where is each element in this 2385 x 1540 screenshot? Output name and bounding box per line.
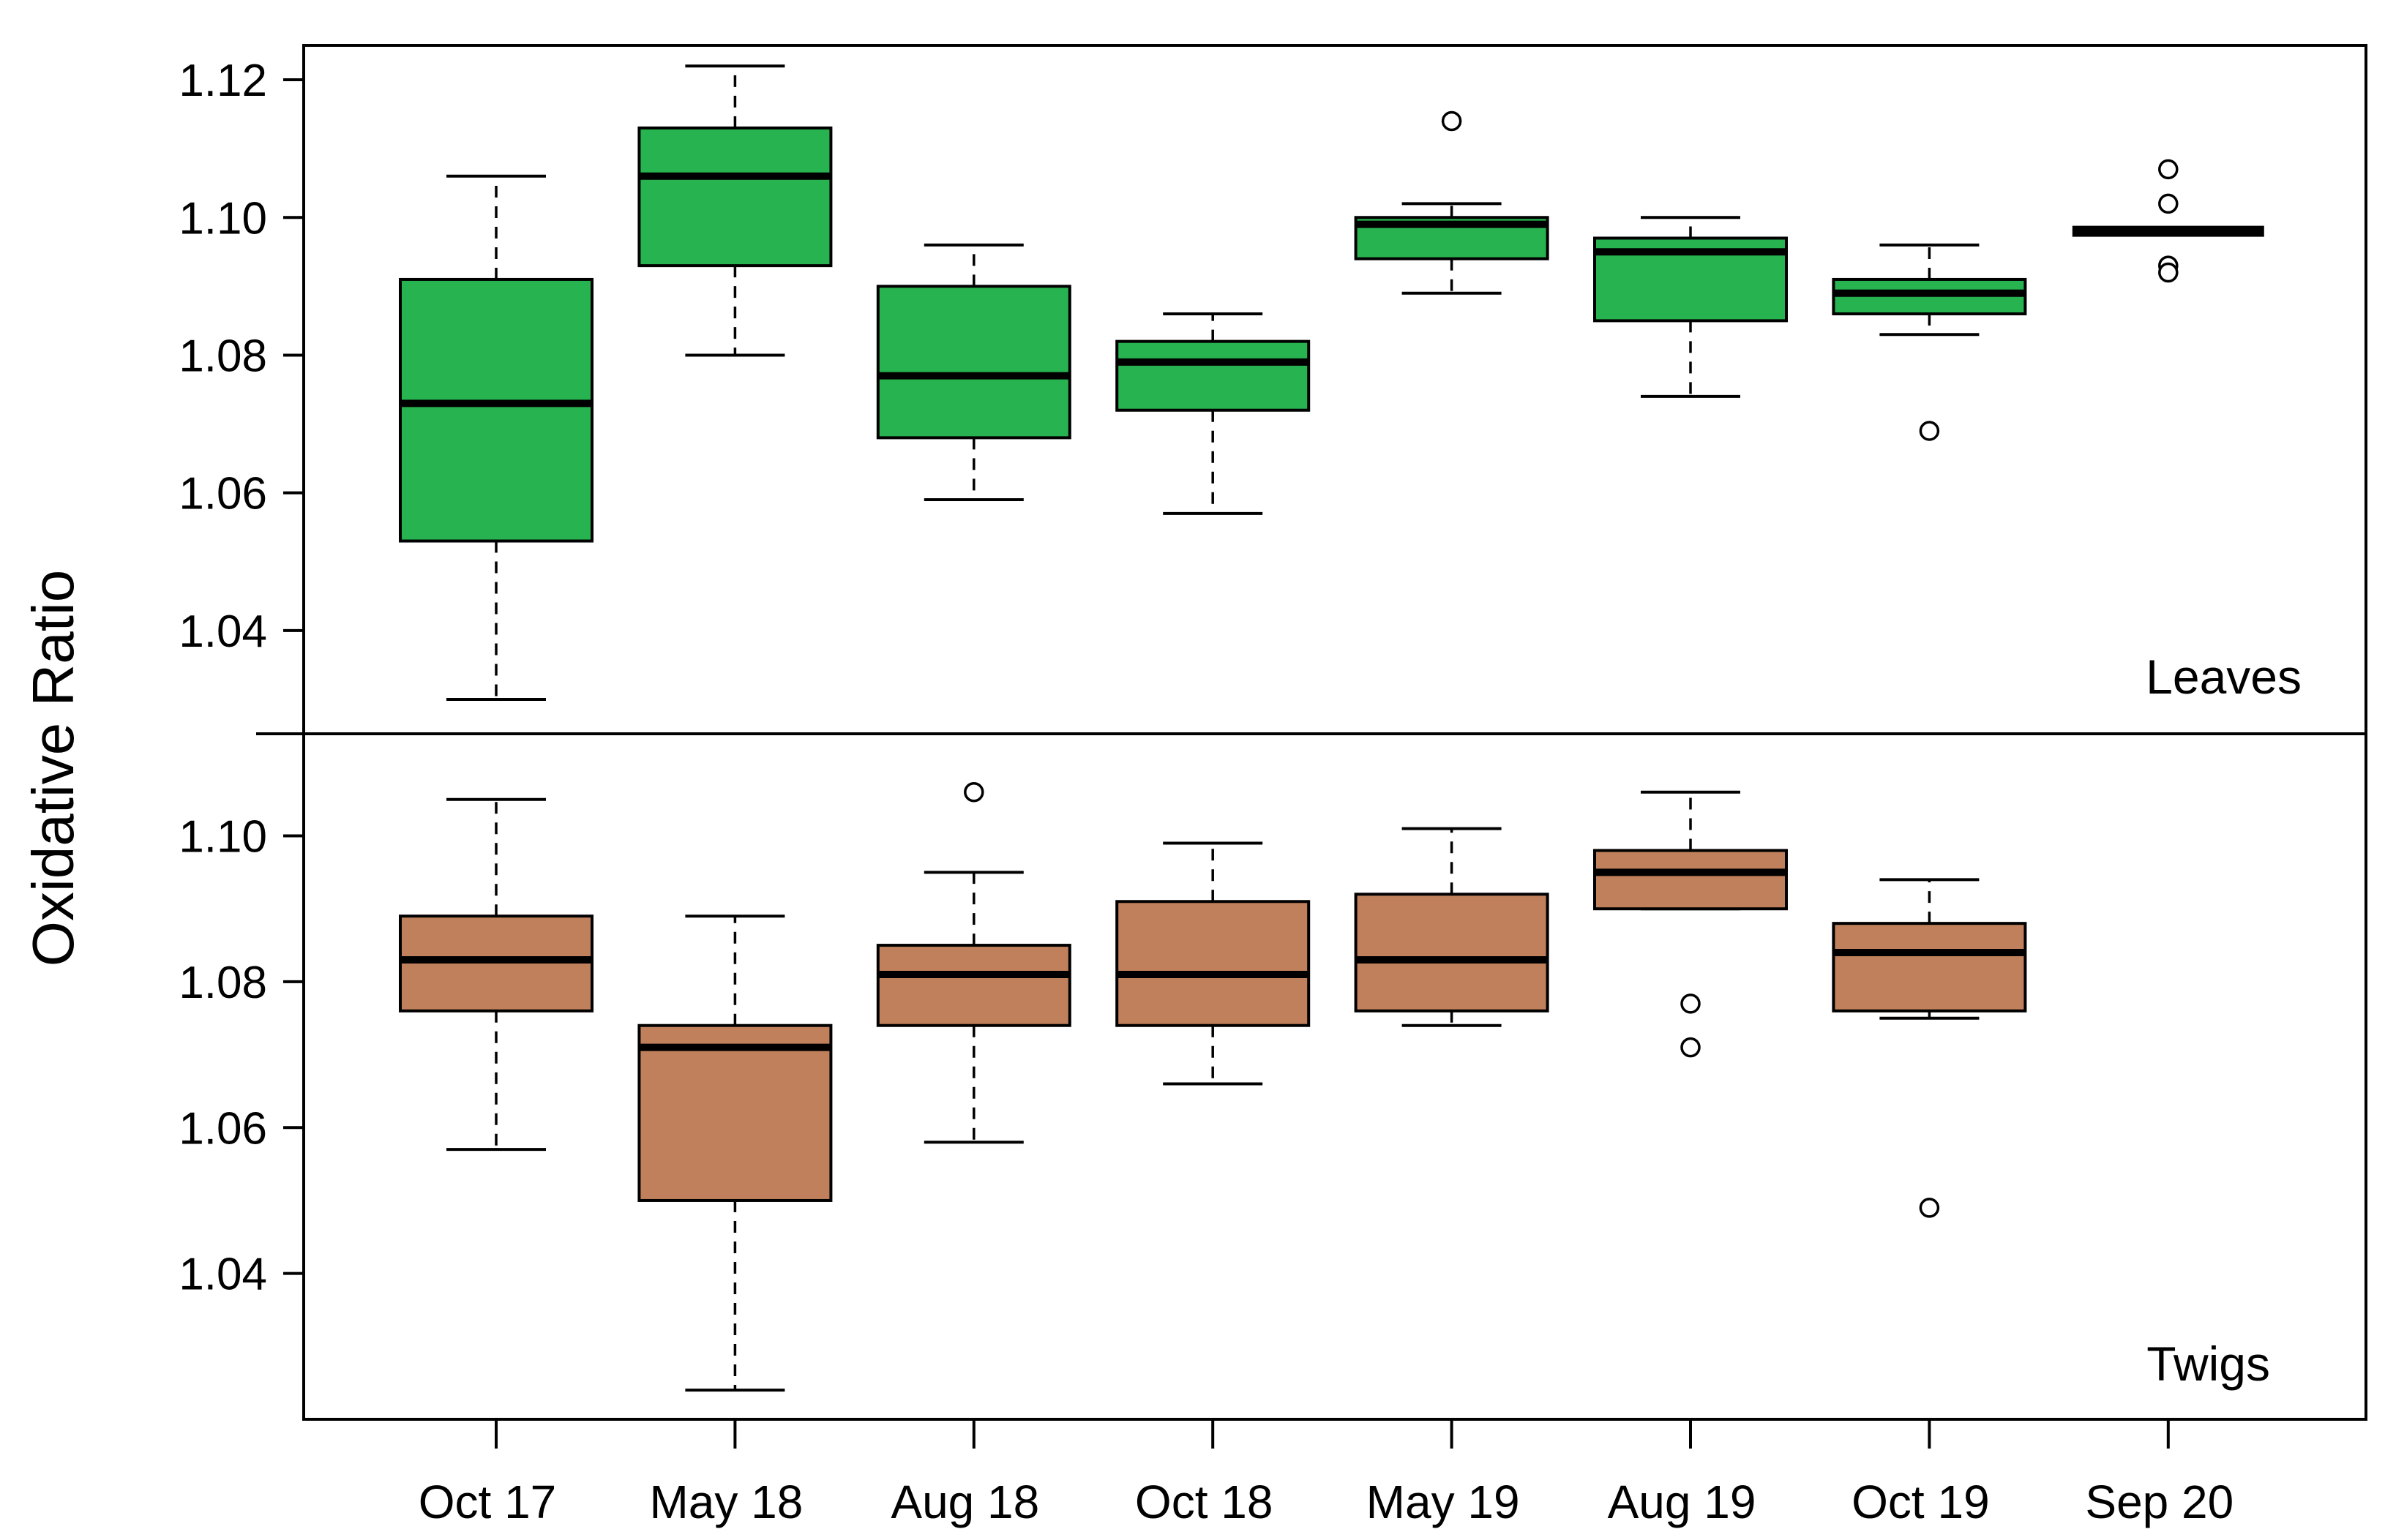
iqr-box <box>876 285 1071 440</box>
y-tick-label: 1.08 <box>179 331 267 381</box>
outlier-point <box>1919 1198 1940 1218</box>
box-leaves-sep-20 <box>2072 159 2264 283</box>
panel-leaves: 1.04 1.06 1.08 1.10 1.12 Leaves <box>179 56 2302 704</box>
y-tick-label: 1.04 <box>179 1250 267 1300</box>
box-leaves-oct-18 <box>1115 312 1311 515</box>
y-tick-label: 1.06 <box>179 1103 267 1154</box>
box-leaves-may-19 <box>1354 110 1549 295</box>
y-tick-label: 1.08 <box>179 958 267 1008</box>
iqr-box <box>1832 922 2027 1013</box>
iqr-box <box>876 944 1071 1027</box>
box-twigs-oct-18 <box>1115 841 1311 1086</box>
outlier-point <box>2158 262 2179 283</box>
x-tick-label: May 19 <box>1366 1476 1520 1528</box>
iqr-box <box>1115 900 1311 1027</box>
x-tick-label: May 18 <box>649 1476 803 1528</box>
x-tick-label: Oct 18 <box>1135 1476 1273 1528</box>
iqr-box <box>1593 849 1788 911</box>
iqr-box <box>637 126 833 268</box>
box-twigs-may-19 <box>1354 827 1549 1027</box>
x-tick-label: Aug 18 <box>891 1476 1039 1528</box>
panels-layer: 1.041.061.081.101.12Leaves1.041.061.081.… <box>179 56 2302 1392</box>
y-tick-label: 1.04 <box>179 606 267 657</box>
panel-twigs: 1.04 1.06 1.08 1.10 Twigs <box>179 781 2270 1392</box>
outlier-point <box>2158 193 2179 214</box>
x-tick-label: Oct 19 <box>1852 1476 1990 1528</box>
box-twigs-may-18 <box>637 914 833 1392</box>
box-leaves-may-18 <box>637 64 833 357</box>
box-leaves-oct-19 <box>1832 243 2027 441</box>
outlier-point <box>1919 421 1940 441</box>
iqr-box <box>399 277 594 543</box>
box-leaves-aug-18 <box>876 243 1071 502</box>
y-tick-label: 1.10 <box>179 812 267 863</box>
iqr-box <box>1354 893 1549 1013</box>
outlier-point <box>1680 1037 1701 1058</box>
y-tick-label: 1.10 <box>179 193 267 244</box>
x-tick-label: Aug 19 <box>1608 1476 1756 1528</box>
y-axis-title: Oxidative Ratio <box>20 570 86 966</box>
iqr-box <box>637 1023 833 1202</box>
box-twigs-oct-17 <box>399 797 594 1152</box>
x-axis: Oct 17 May 18 Aug 18 Oct 18 May 19 Aug 19 Oct … <box>419 1419 2234 1528</box>
outlier-point <box>964 781 984 803</box>
box-twigs-oct-19 <box>1832 878 2027 1218</box>
outlier-point <box>2158 159 2179 180</box>
box-twigs-aug-18 <box>876 781 1071 1144</box>
outlier-point <box>1441 110 1462 132</box>
x-tick-label: Oct 17 <box>419 1476 557 1528</box>
panel-label-twigs: Twigs <box>2146 1337 2270 1391</box>
box-leaves-aug-19 <box>1593 216 1788 398</box>
y-tick-label: 1.12 <box>179 56 267 106</box>
x-tick-label: Sep 20 <box>2085 1476 2234 1528</box>
panel-label-leaves: Leaves <box>2146 650 2302 704</box>
box-twigs-aug-19 <box>1593 790 1788 1058</box>
y-tick-label: 1.06 <box>179 469 267 519</box>
outlier-point <box>1680 994 1701 1014</box>
iqr-box <box>1115 339 1311 412</box>
box-leaves-oct-17 <box>399 174 594 701</box>
